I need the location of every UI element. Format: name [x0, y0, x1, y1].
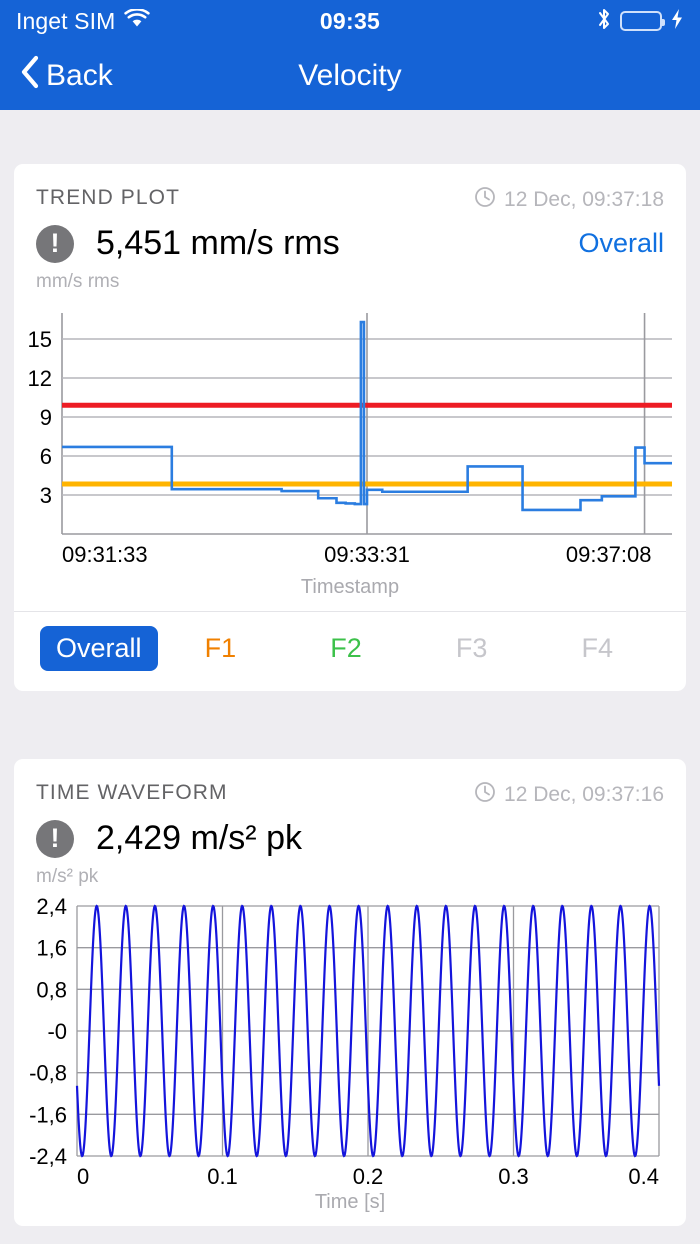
svg-text:-0: -0 — [47, 1019, 67, 1044]
trend-card-title: TREND PLOT — [36, 186, 181, 209]
time-waveform-card: TIME WAVEFORM 12 Dec, 09:37:16 ! 2,429 m… — [14, 759, 686, 1226]
tab-f3[interactable]: F3 — [455, 633, 488, 663]
svg-text:0,1: 0,1 — [207, 1164, 238, 1184]
svg-text:12: 12 — [28, 366, 52, 391]
status-bar-left: Inget SIM — [16, 7, 151, 35]
svg-text:2,4: 2,4 — [36, 894, 67, 919]
page-content: TREND PLOT 12 Dec, 09:37:18 ! 5,451 mm/s… — [0, 110, 700, 1226]
trend-timestamp-label: 12 Dec, 09:37:18 — [504, 188, 664, 211]
waveform-timestamp: 12 Dec, 09:37:16 — [474, 781, 664, 809]
svg-text:1,6: 1,6 — [36, 936, 67, 961]
waveform-xaxis-title: Time [s] — [314, 1191, 386, 1213]
status-bar-right — [596, 7, 684, 36]
waveform-unit-label: m/s² pk — [36, 866, 99, 887]
carrier-label: Inget SIM — [16, 7, 116, 34]
wifi-icon — [124, 8, 151, 33]
trend-value: 5,451 mm/s rms — [96, 224, 340, 262]
svg-text:09:31:33: 09:31:33 — [62, 542, 148, 567]
waveform-card-header: TIME WAVEFORM 12 Dec, 09:37:16 — [14, 759, 686, 809]
back-button-label: Back — [46, 59, 113, 92]
tab-overall[interactable]: Overall — [40, 626, 158, 671]
trend-xaxis-title: Timestamp — [300, 576, 400, 598]
svg-text:6: 6 — [40, 444, 52, 469]
trend-plot-area[interactable]: 3 6 9 12 15 09:31:33 09:33:31 09:37:08 — [14, 293, 686, 574]
tab-f2[interactable]: F2 — [330, 633, 362, 663]
back-button[interactable]: Back — [20, 55, 113, 97]
trend-overall-link[interactable]: Overall — [578, 228, 664, 258]
clock-icon — [474, 186, 496, 214]
svg-text:0: 0 — [77, 1164, 89, 1184]
trend-unit-label: mm/s rms — [36, 271, 120, 292]
waveform-value: 2,429 m/s² pk — [96, 819, 302, 857]
svg-text:09:33:31: 09:33:31 — [324, 542, 410, 567]
svg-text:15: 15 — [28, 327, 52, 352]
exclamation-icon: ! — [36, 819, 74, 858]
svg-text:-2,4: -2,4 — [29, 1144, 67, 1169]
svg-text:0,2: 0,2 — [353, 1164, 384, 1184]
svg-text:9: 9 — [40, 405, 52, 430]
svg-text:-1,6: -1,6 — [29, 1102, 67, 1127]
trend-card-header: TREND PLOT 12 Dec, 09:37:18 — [14, 164, 686, 214]
bluetooth-icon — [596, 7, 612, 36]
tab-f4[interactable]: F4 — [581, 633, 613, 663]
trend-plot-svg[interactable]: 3 6 9 12 15 09:31:33 09:33:31 09:37:08 — [14, 299, 686, 569]
battery-full-icon — [620, 11, 665, 31]
waveform-value-row: ! 2,429 m/s² pk — [14, 809, 686, 858]
top-spacer — [0, 110, 700, 164]
svg-text:0,4: 0,4 — [628, 1164, 659, 1184]
navigation-bar: Back Velocity — [0, 42, 700, 110]
waveform-plot-area[interactable]: -2,4 -1,6 -0,8 -0 0,8 1,6 2,4 0 0,1 0,2 0,3 0,4 — [14, 888, 686, 1189]
svg-text:-0,8: -0,8 — [29, 1061, 67, 1086]
clock-icon — [474, 781, 496, 809]
exclamation-icon: ! — [36, 224, 74, 263]
svg-text:09:37:08: 09:37:08 — [566, 542, 652, 567]
status-bar-clock: 09:35 — [319, 7, 381, 34]
svg-text:3: 3 — [40, 483, 52, 508]
trend-timestamp: 12 Dec, 09:37:18 — [474, 186, 664, 214]
waveform-timestamp-label: 12 Dec, 09:37:16 — [504, 783, 664, 806]
trend-value-row: ! 5,451 mm/s rms Overall — [14, 214, 686, 263]
status-bar: Inget SIM 09:35 — [0, 0, 700, 42]
filter-tabs: Overall F1 F2 F3 F4 — [14, 611, 686, 691]
tab-f1[interactable]: F1 — [204, 633, 237, 663]
chevron-left-icon — [20, 55, 40, 97]
waveform-plot-svg[interactable]: -2,4 -1,6 -0,8 -0 0,8 1,6 2,4 0 0,1 0,2 0,3 0,4 — [14, 894, 686, 1189]
middle-spacer — [0, 691, 700, 759]
svg-text:0,3: 0,3 — [498, 1164, 529, 1184]
lightning-bolt-icon — [670, 8, 684, 35]
tab-overall-label: Overall — [40, 626, 158, 671]
waveform-card-title: TIME WAVEFORM — [36, 781, 228, 804]
svg-text:0,8: 0,8 — [36, 977, 67, 1002]
trend-plot-card: TREND PLOT 12 Dec, 09:37:18 ! 5,451 mm/s… — [14, 164, 686, 691]
